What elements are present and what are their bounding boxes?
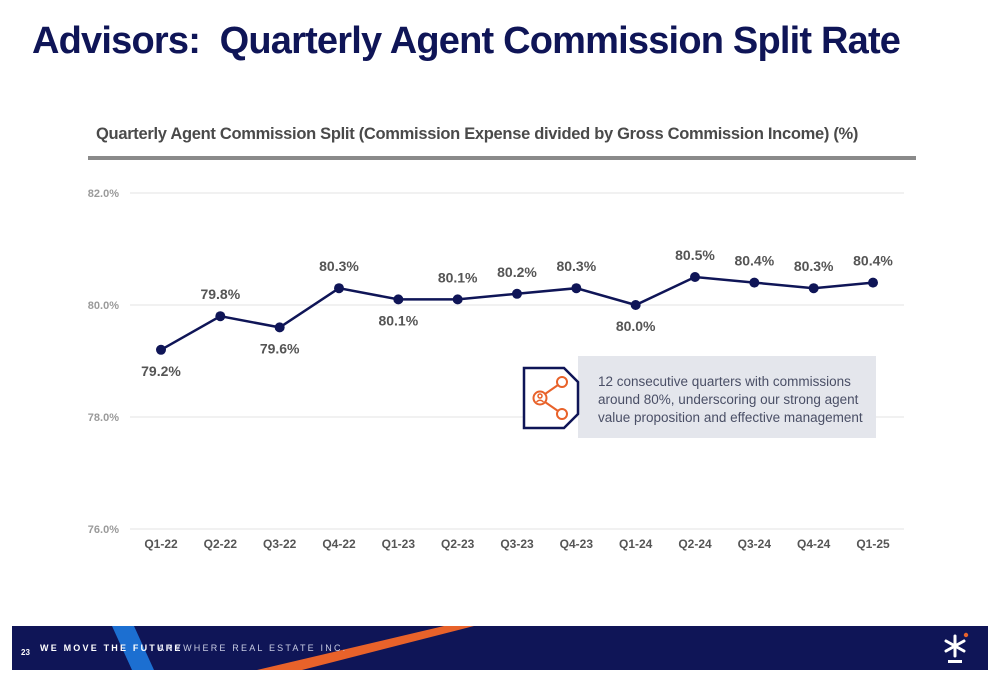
x-tick-label: Q3-24 [738, 537, 772, 551]
callout-box: 12 consecutive quarters with commissions… [578, 356, 876, 438]
x-axis-ticks: Q1-22 Q2-22 Q3-22 Q4-22 Q1-23 Q2-23 Q3-23 Q4-23… [144, 537, 890, 551]
y-tick-label: 76.0% [88, 524, 119, 536]
data-point [571, 283, 582, 294]
page-title: Advisors: Quarterly Agent Commission Spl… [32, 20, 901, 62]
x-tick-label: Q1-23 [382, 537, 416, 551]
data-point [156, 344, 166, 355]
data-labels: 79.2% 79.8% 79.6% 80.3% 80.1% 80.1% 80.2% 80.3%… [141, 247, 893, 379]
x-tick-label: Q1-25 [856, 537, 890, 551]
data-point [808, 283, 819, 294]
data-label: 79.2% [141, 363, 181, 379]
data-point [274, 322, 285, 333]
x-tick-label: Q2-23 [441, 537, 475, 551]
x-tick-label: Q1-22 [144, 537, 178, 551]
data-point [868, 277, 878, 288]
page-number: 23 [21, 648, 30, 657]
data-label: 79.6% [260, 340, 300, 356]
chart-title-divider [88, 156, 916, 160]
data-point [452, 294, 463, 305]
y-axis-ticks: 76.0% 78.0% 80.0% 82.0% [88, 188, 119, 536]
data-point [512, 288, 522, 299]
data-point [749, 277, 760, 288]
data-point [690, 272, 700, 282]
line-chart: 76.0% 78.0% 80.0% 82.0% Q1-22 Q2-22 Q3-22 Q4-2… [88, 188, 904, 551]
x-tick-label: Q4-22 [322, 537, 356, 551]
data-point [393, 294, 404, 305]
data-label: 80.2% [497, 264, 537, 280]
data-label: 80.1% [378, 312, 418, 328]
asterisk-logo-icon [944, 632, 969, 663]
footer-banner: 23 WE MOVE THE FUTURE ANYWHERE REAL ESTA… [12, 626, 988, 670]
data-label: 80.3% [319, 258, 359, 274]
footer-decoration [112, 626, 474, 670]
chart-title: Quarterly Agent Commission Split (Commis… [96, 125, 859, 143]
data-label: 80.1% [438, 269, 478, 285]
company-name: ANYWHERE REAL ESTATE INC. [158, 643, 348, 653]
data-point [334, 283, 344, 294]
data-label: 79.8% [200, 286, 240, 302]
data-points [156, 272, 878, 355]
data-label: 80.0% [616, 318, 656, 334]
x-tick-label: Q1-24 [619, 537, 653, 551]
x-tick-label: Q2-22 [204, 537, 238, 551]
share-nodes-icon [522, 366, 580, 430]
tagline: WE MOVE THE FUTURE [40, 643, 183, 653]
y-tick-label: 78.0% [88, 412, 119, 424]
series-line [160, 275, 874, 351]
data-label: 80.3% [794, 258, 834, 274]
x-tick-label: Q3-23 [500, 537, 534, 551]
x-tick-label: Q4-23 [560, 537, 594, 551]
data-label: 80.4% [734, 253, 774, 269]
y-tick-label: 82.0% [88, 188, 119, 200]
data-label: 80.3% [556, 258, 596, 274]
y-tick-label: 80.0% [88, 300, 119, 312]
data-label: 80.4% [853, 253, 893, 269]
x-tick-label: Q3-22 [263, 537, 297, 551]
data-point [630, 300, 641, 310]
data-label: 80.5% [675, 247, 715, 263]
data-point [215, 311, 226, 322]
callout-text: 12 consecutive quarters with commissions… [598, 374, 863, 425]
x-tick-label: Q2-24 [678, 537, 712, 551]
x-tick-label: Q4-24 [797, 537, 831, 551]
